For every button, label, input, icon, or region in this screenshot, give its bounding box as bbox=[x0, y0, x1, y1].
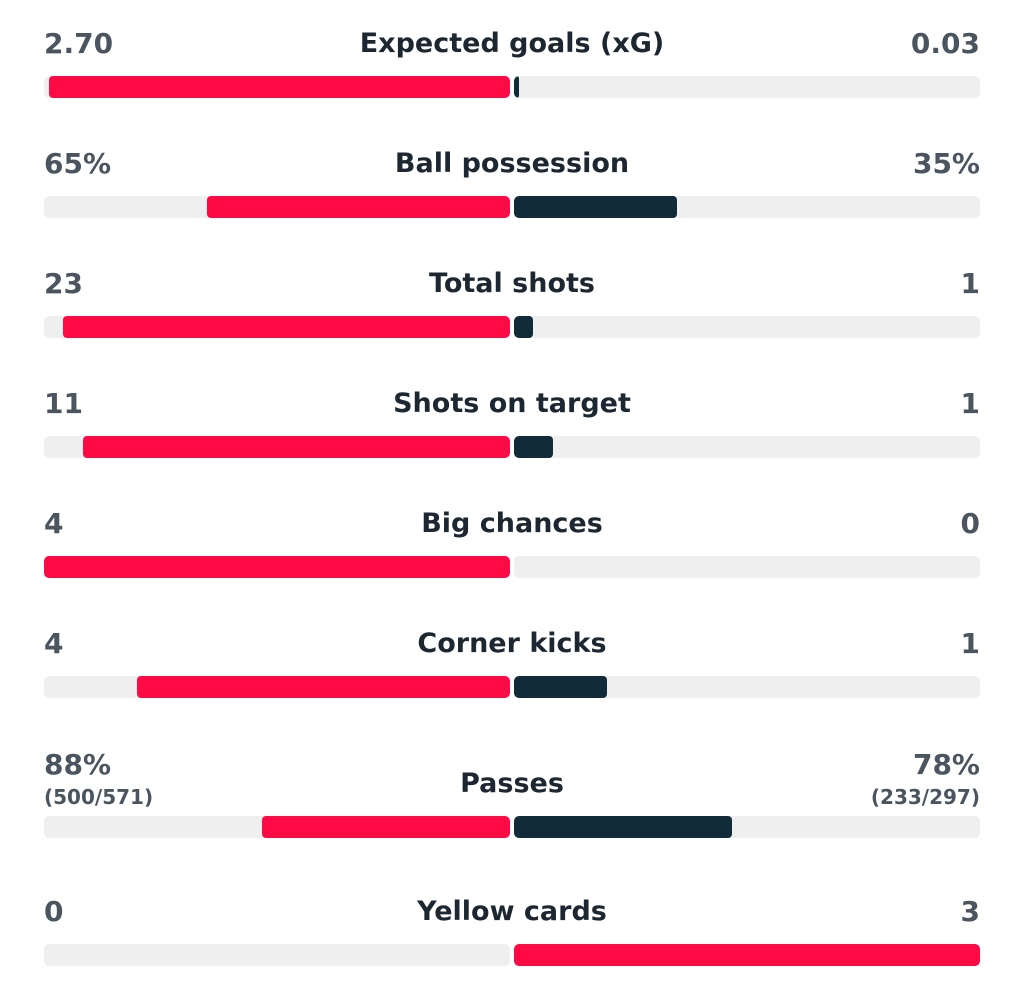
away-bar-track bbox=[514, 316, 980, 338]
away-bar-track bbox=[514, 76, 980, 98]
away-sub-value: (233/297) bbox=[870, 785, 980, 809]
away-bar-track bbox=[514, 816, 980, 838]
home-bar-track bbox=[44, 676, 510, 698]
away-value: 1 bbox=[960, 267, 980, 300]
stat-title: Expected goals (xG) bbox=[359, 28, 665, 59]
home-bar-fill bbox=[207, 196, 510, 218]
away-value: 0.03 bbox=[910, 27, 980, 60]
stat-row-total-shots: 23 Total shots 1 bbox=[44, 264, 980, 364]
home-sub-value: (500/571) bbox=[44, 785, 154, 809]
home-value: 11 bbox=[44, 387, 83, 420]
away-bar-track bbox=[514, 196, 980, 218]
away-value: 1 bbox=[960, 627, 980, 660]
stat-row-corner-kicks: 4 Corner kicks 1 bbox=[44, 624, 980, 724]
home-bar-fill bbox=[262, 816, 510, 838]
home-bar-track bbox=[44, 436, 510, 458]
home-value: 88% bbox=[44, 748, 112, 781]
stat-row-ball-possession: 65% Ball possession 35% bbox=[44, 144, 980, 244]
away-bar-fill bbox=[514, 676, 608, 698]
stat-title: Passes bbox=[460, 768, 564, 799]
stat-row-passes: 88% (500/571) Passes 78% (233/297) bbox=[44, 746, 980, 846]
home-bar-fill bbox=[62, 316, 510, 338]
away-bar-track bbox=[514, 436, 980, 458]
away-value: 78% bbox=[912, 748, 980, 781]
away-bar-fill bbox=[514, 436, 553, 458]
stat-row-yellow-cards: 0 Yellow cards 3 bbox=[44, 892, 980, 992]
stat-title: Corner kicks bbox=[417, 628, 607, 659]
stat-title: Yellow cards bbox=[417, 896, 607, 927]
away-value: 3 bbox=[960, 895, 980, 928]
away-bar-fill bbox=[514, 944, 980, 966]
home-value: 65% bbox=[44, 147, 112, 180]
away-value: 1 bbox=[960, 387, 980, 420]
home-bar-fill bbox=[137, 676, 510, 698]
stat-row-xg: 2.70 Expected goals (xG) 0.03 bbox=[44, 24, 980, 124]
home-value: 2.70 bbox=[44, 27, 114, 60]
away-bar-fill bbox=[514, 76, 519, 98]
home-value: 4 bbox=[44, 507, 64, 540]
stat-title: Shots on target bbox=[393, 388, 631, 419]
stat-title: Total shots bbox=[429, 268, 595, 299]
home-bar-track bbox=[44, 944, 510, 966]
home-value: 23 bbox=[44, 267, 83, 300]
home-value: 0 bbox=[44, 895, 64, 928]
away-bar-fill bbox=[514, 196, 678, 218]
home-value: 4 bbox=[44, 627, 64, 660]
stat-title: Ball possession bbox=[394, 148, 630, 179]
away-bar-track bbox=[514, 944, 980, 966]
away-bar-track bbox=[514, 556, 980, 578]
home-bar-fill bbox=[44, 556, 510, 578]
home-bar-fill bbox=[82, 436, 510, 458]
stat-row-shots-on-target: 11 Shots on target 1 bbox=[44, 384, 980, 484]
away-bar-track bbox=[514, 676, 980, 698]
home-bar-track bbox=[44, 76, 510, 98]
stat-row-big-chances: 4 Big chances 0 bbox=[44, 504, 980, 604]
away-bar-fill bbox=[514, 816, 733, 838]
stat-title: Big chances bbox=[421, 508, 603, 539]
away-value: 0 bbox=[960, 507, 980, 540]
home-bar-track bbox=[44, 196, 510, 218]
away-bar-fill bbox=[514, 316, 533, 338]
home-bar-track bbox=[44, 816, 510, 838]
away-value: 35% bbox=[912, 147, 980, 180]
home-bar-track bbox=[44, 316, 510, 338]
home-bar-fill bbox=[48, 76, 510, 98]
home-bar-track bbox=[44, 556, 510, 578]
